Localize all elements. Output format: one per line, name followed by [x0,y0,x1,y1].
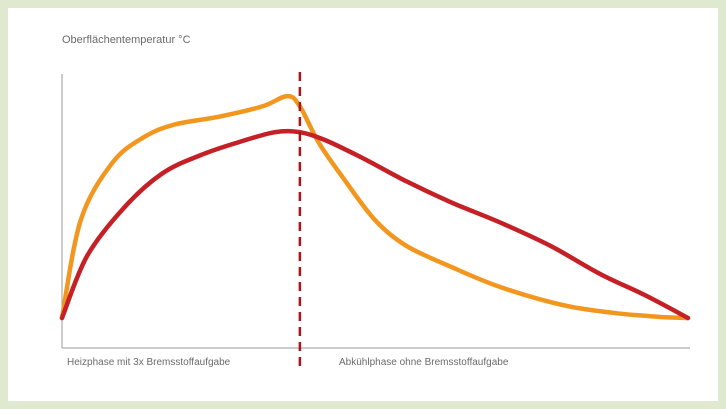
series-line-2 [59,128,691,321]
y-axis-label: Oberflächentemperatur °C [62,34,191,46]
series-layer [59,93,691,321]
cooling-phase-label: Abkühlphase ohne Bremsstoffaufgabe [339,357,509,368]
heating-phase-label: Heizphase mit 3x Bremsstoffaufgabe [67,357,231,368]
series-line-1 [59,93,691,321]
